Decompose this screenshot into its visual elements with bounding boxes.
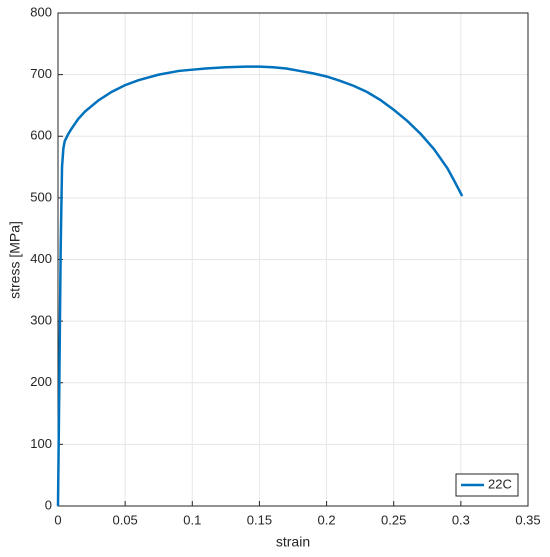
x-tick-label: 0.3: [452, 512, 470, 527]
y-tick-label: 600: [30, 128, 52, 143]
x-tick-label: 0.25: [381, 512, 406, 527]
x-tick-label: 0.35: [515, 512, 540, 527]
x-tick-label: 0.05: [112, 512, 137, 527]
legend-label: 22C: [488, 476, 512, 491]
y-tick-label: 300: [30, 313, 52, 328]
y-tick-label: 400: [30, 251, 52, 266]
x-tick-label: 0.1: [183, 512, 201, 527]
y-tick-label: 100: [30, 436, 52, 451]
x-tick-label: 0: [54, 512, 61, 527]
y-tick-label: 800: [30, 4, 52, 19]
axes-box: [57, 12, 529, 507]
x-tick-label: 0.2: [318, 512, 336, 527]
y-tick-label: 500: [30, 189, 52, 204]
y-axis-label: stress [MPa]: [7, 221, 23, 299]
data-line: [56, 65, 464, 507]
legend-box: [455, 473, 519, 497]
x-axis-label: strain: [276, 534, 310, 550]
y-tick-label: 700: [30, 66, 52, 81]
y-tick-label: 0: [45, 497, 52, 512]
x-tick-label: 0.15: [247, 512, 272, 527]
y-tick-label: 200: [30, 374, 52, 389]
